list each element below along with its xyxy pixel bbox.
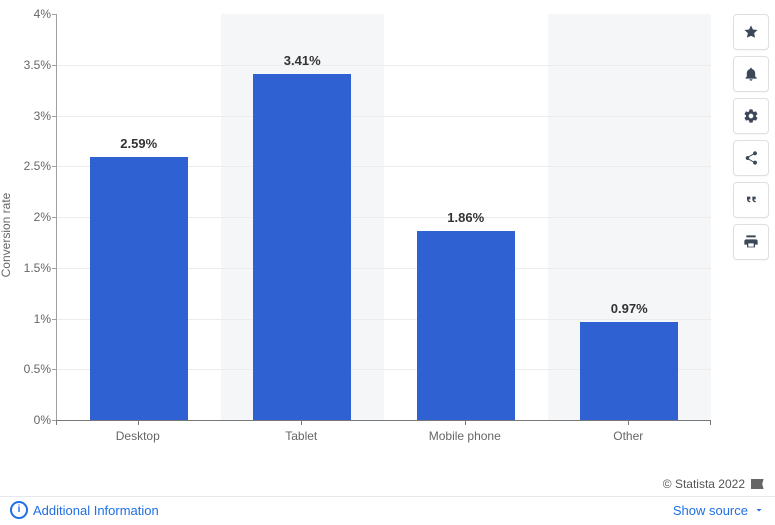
- bar[interactable]: 2.59%: [90, 157, 188, 420]
- bar-value-label: 0.97%: [611, 301, 648, 316]
- side-toolbar: [733, 14, 769, 260]
- copyright-row: © Statista 2022: [663, 477, 765, 491]
- y-tick-mark: [52, 217, 57, 218]
- show-source-link[interactable]: Show source: [673, 503, 765, 518]
- copyright-text: © Statista 2022: [663, 477, 745, 491]
- x-axis-label: Other: [613, 429, 643, 443]
- bar-slot: 2.59%: [90, 14, 188, 420]
- chevron-down-icon: [753, 504, 765, 516]
- flag-icon[interactable]: [751, 479, 765, 489]
- favorite-button[interactable]: [733, 14, 769, 50]
- star-icon: [743, 24, 759, 40]
- y-tick-label: 1%: [34, 312, 51, 326]
- y-tick-mark: [52, 268, 57, 269]
- y-tick-label: 3.5%: [24, 58, 51, 72]
- y-tick-label: 1.5%: [24, 261, 51, 275]
- footer: © Statista 2022 i Additional Information…: [0, 475, 775, 523]
- bar-value-label: 1.86%: [447, 210, 484, 225]
- y-axis-title: Conversion rate: [0, 193, 13, 278]
- y-tick-label: 4%: [34, 7, 51, 21]
- bar-slot: 3.41%: [253, 14, 351, 420]
- cite-button[interactable]: [733, 182, 769, 218]
- y-tick-label: 0.5%: [24, 362, 51, 376]
- x-tick-mark: [710, 420, 711, 425]
- info-icon: i: [10, 501, 28, 519]
- bar-slot: 0.97%: [580, 14, 678, 420]
- y-tick-mark: [52, 65, 57, 66]
- show-source-label: Show source: [673, 503, 748, 518]
- notify-button[interactable]: [733, 56, 769, 92]
- x-tick-mark: [465, 420, 466, 425]
- settings-button[interactable]: [733, 98, 769, 134]
- additional-info-link[interactable]: i Additional Information: [10, 501, 159, 519]
- bar-slot: 1.86%: [417, 14, 515, 420]
- x-axis-labels: Desktop Tablet Mobile phone Other: [56, 420, 710, 450]
- x-tick-mark: [56, 420, 57, 425]
- y-tick-label: 2%: [34, 210, 51, 224]
- x-tick-mark: [138, 420, 139, 425]
- y-tick-mark: [52, 319, 57, 320]
- y-tick-label: 0%: [34, 413, 51, 427]
- additional-info-label: Additional Information: [33, 503, 159, 518]
- bar[interactable]: 3.41%: [253, 74, 351, 420]
- x-axis-label: Mobile phone: [429, 429, 501, 443]
- y-tick-mark: [52, 166, 57, 167]
- y-tick-mark: [52, 369, 57, 370]
- x-axis-label: Tablet: [285, 429, 317, 443]
- bar[interactable]: 0.97%: [580, 322, 678, 420]
- bar[interactable]: 1.86%: [417, 231, 515, 420]
- gear-icon: [743, 108, 759, 124]
- quote-icon: [743, 192, 759, 208]
- y-tick-mark: [52, 14, 57, 15]
- bar-value-label: 3.41%: [284, 53, 321, 68]
- chart-area: Conversion rate 0% 0.5% 1% 1.5% 2% 2.5% 3% 3.5%…: [0, 0, 720, 470]
- x-tick-mark: [628, 420, 629, 425]
- y-tick-label: 2.5%: [24, 159, 51, 173]
- chart-container: Conversion rate 0% 0.5% 1% 1.5% 2% 2.5% 3% 3.5%…: [0, 0, 775, 525]
- bell-icon: [743, 66, 759, 82]
- footer-bar: i Additional Information Show source: [0, 496, 775, 523]
- y-tick-mark: [52, 116, 57, 117]
- bar-value-label: 2.59%: [120, 136, 157, 151]
- x-axis-label: Desktop: [116, 429, 160, 443]
- print-button[interactable]: [733, 224, 769, 260]
- x-tick-mark: [301, 420, 302, 425]
- plot-area: 0%0.5%1%1.5%2%2.5%3%3.5%4%2.59%3.41%1.86…: [56, 14, 711, 421]
- share-button[interactable]: [733, 140, 769, 176]
- y-tick-label: 3%: [34, 109, 51, 123]
- share-icon: [743, 150, 759, 166]
- print-icon: [743, 234, 759, 250]
